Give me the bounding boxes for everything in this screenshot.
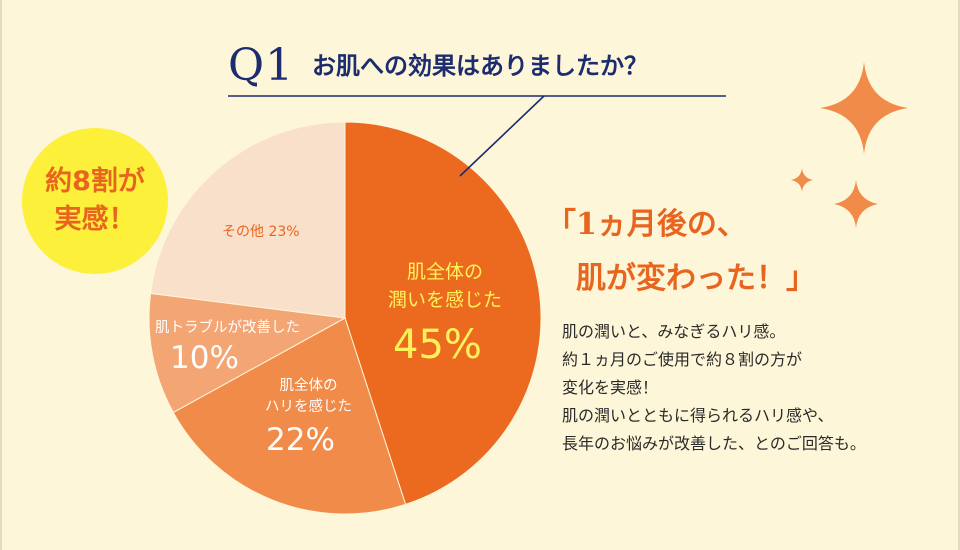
slice-label-firmness-line-1: 肌全体の (279, 378, 338, 394)
body-line: 肌の潤いと、みなぎるハリ感。 (562, 322, 786, 341)
slice-other (149, 121, 346, 319)
slice-label-trouble: 肌トラブルが改善した (155, 320, 300, 336)
slice-firmness (172, 317, 407, 515)
body-line: 長年のお悩みが改善した、とのご回答も。 (562, 434, 866, 453)
body-line: 肌の潤いとともに得られるハリ感や、 (562, 406, 834, 425)
sparkle-small-icon (791, 168, 813, 192)
slice-label-firmness-line-2: ハリを感じた (265, 399, 352, 415)
slice-label-firmness: 肌全体の ハリを感じた (265, 376, 352, 418)
pie-slices (148, 121, 542, 515)
body-text: 肌の潤いと、みなぎるハリ感。 約１ヵ月のご使用で約８割の方が 変化を実感！ 肌の… (562, 318, 942, 458)
badge-line-1: 約8割が (45, 166, 145, 197)
slice-label-moisture-line-2: 潤いを感じた (388, 289, 503, 311)
body-line: 約１ヵ月のご使用で約８割の方が (562, 350, 803, 369)
question-header: Q1 お肌への効果はありましたか？ (228, 38, 728, 94)
slice-label-moisture-line-1: 肌全体の (407, 261, 484, 283)
slice-label-moisture: 肌全体の 潤いを感じた (388, 258, 502, 314)
badge-line-2: 実感！ (54, 204, 136, 235)
slice-value-other: 23% (268, 224, 300, 240)
slice-trouble (148, 292, 347, 414)
body-line: 変化を実感！ (562, 378, 659, 397)
sparkle-large-icon (820, 62, 908, 154)
headline-line-1: 「1ヵ月後の、 (546, 207, 747, 242)
pointer-line (459, 95, 545, 177)
slice-moisture (344, 121, 542, 506)
slice-value-moisture: 45% (393, 322, 482, 368)
slice-value-trouble: 10% (170, 340, 239, 376)
sparkles (791, 62, 908, 228)
slice-value-firmness: 22% (266, 422, 335, 458)
sparkle-medium-icon (834, 180, 878, 228)
slice-label-other: その他 23% (222, 222, 300, 242)
question-text: お肌への効果はありましたか？ (312, 51, 648, 80)
badge-80-percent: 約8割が 実感！ (22, 128, 168, 274)
question-mark: Q1 (228, 40, 295, 91)
headline: 「1ヵ月後の、 肌が変わった！」 (546, 200, 816, 304)
headline-line-2: 肌が変わった！」 (576, 261, 816, 296)
slice-label-other-name: その他 (222, 224, 264, 240)
